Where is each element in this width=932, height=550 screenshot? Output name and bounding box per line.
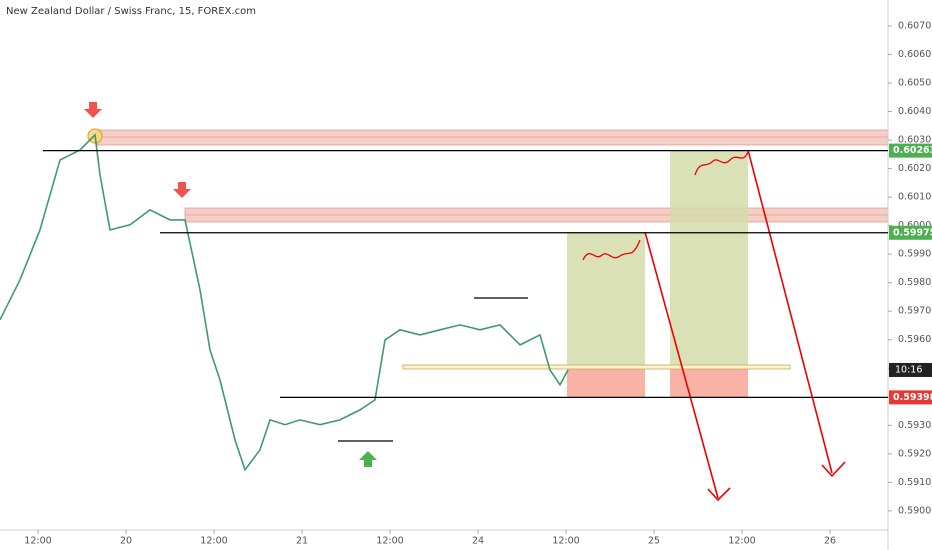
target-zone xyxy=(670,150,748,368)
down-arrow-icon xyxy=(84,102,102,118)
price-line xyxy=(0,133,569,472)
x-tick-label: 12:00 xyxy=(200,536,227,547)
arrow-head xyxy=(707,487,731,502)
level-label: 0.59398 xyxy=(893,392,932,403)
level-label: 0.59975 xyxy=(893,227,932,238)
projection-arrow xyxy=(747,149,833,474)
plot xyxy=(0,133,569,472)
projection-scribble xyxy=(582,239,641,261)
projection-arrow xyxy=(644,231,719,499)
x-tick-label: 12:00 xyxy=(376,536,403,547)
x-tick-label: 12:00 xyxy=(552,536,579,547)
up-arrow-icon xyxy=(359,451,377,467)
x-tick-label: 24 xyxy=(472,536,484,547)
level-label-box xyxy=(889,143,932,158)
countdown-box xyxy=(889,362,932,377)
x-tick-label: 26 xyxy=(824,536,836,547)
level-label-box xyxy=(889,390,932,405)
projection-scribble xyxy=(694,151,749,176)
entry-band xyxy=(402,364,791,370)
supply-zone xyxy=(96,129,889,146)
x-tick-label: 21 xyxy=(296,536,308,547)
x-tick-label: 12:00 xyxy=(24,536,51,547)
countdown-label: 10:16 xyxy=(895,364,922,375)
level-label-box xyxy=(889,225,932,240)
stop-zone xyxy=(567,368,645,398)
down-arrow-icon xyxy=(173,182,191,198)
target-zone xyxy=(567,232,645,368)
x-tick-label: 12:00 xyxy=(728,536,755,547)
chart-title: New Zealand Dollar / Swiss Franc, 15, FO… xyxy=(6,6,256,17)
level-label: 0.60263 xyxy=(893,145,932,156)
y-tick-label: 0.60700 xyxy=(898,20,932,31)
x-tick-label: 20 xyxy=(120,536,132,547)
stop-zone xyxy=(670,368,748,398)
arrow-head xyxy=(821,461,846,478)
x-tick-label: 25 xyxy=(648,536,660,547)
drawings xyxy=(84,102,889,502)
